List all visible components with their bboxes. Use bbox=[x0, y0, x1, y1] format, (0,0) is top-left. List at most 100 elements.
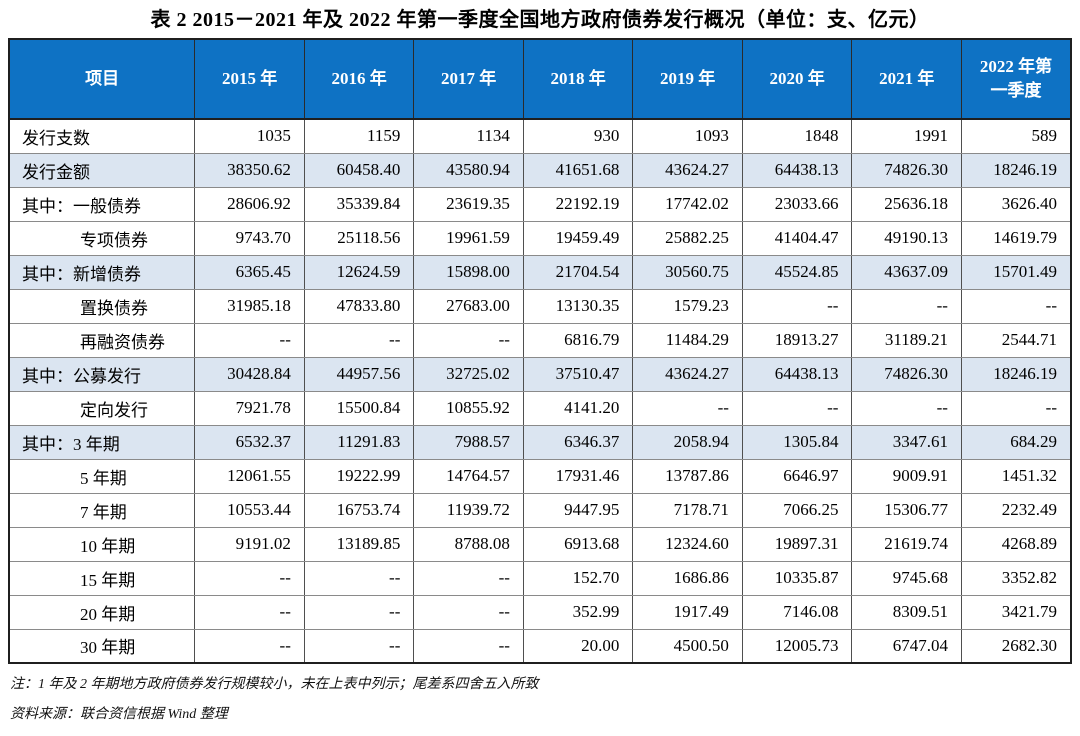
value-cell: 12005.73 bbox=[741, 628, 853, 664]
value-cell: 31189.21 bbox=[851, 322, 962, 358]
value-cell: 12324.60 bbox=[632, 526, 743, 562]
value-cell: 22192.19 bbox=[522, 186, 634, 222]
value-cell: 930 bbox=[522, 118, 634, 154]
value-cell: 13787.86 bbox=[632, 458, 743, 494]
table-row: 发行支数 1035 1159 1134 930 1093 1848 1991 589 bbox=[8, 118, 1072, 154]
row-label-cell: 其中：新增债券 bbox=[8, 254, 196, 290]
value-cell: 16753.74 bbox=[303, 492, 415, 528]
header-row: 项目 2015 年 2016 年 2017 年 2018 年 2019 年 2020 年 20… bbox=[8, 39, 1072, 120]
row-label-cell: 10 年期 bbox=[8, 526, 196, 562]
value-cell: 15701.49 bbox=[960, 254, 1072, 290]
table-row: 其中：新增债券 6365.45 12624.59 15898.00 21704.54 30… bbox=[8, 254, 1072, 290]
value-cell: -- bbox=[194, 594, 305, 630]
value-cell: 589 bbox=[960, 118, 1072, 154]
value-cell: 9009.91 bbox=[851, 458, 962, 494]
value-cell: 1134 bbox=[413, 118, 524, 154]
value-cell: -- bbox=[632, 390, 743, 426]
value-cell: 25118.56 bbox=[303, 220, 415, 256]
row-label-cell: 20 年期 bbox=[8, 594, 196, 630]
table-row: 再融资债券 -- -- -- 6816.79 11484.29 18913.27 31189.… bbox=[8, 322, 1072, 358]
value-cell: 15898.00 bbox=[413, 254, 524, 290]
value-cell: 6532.37 bbox=[194, 424, 305, 460]
value-cell: 15306.77 bbox=[851, 492, 962, 528]
value-cell: 1686.86 bbox=[632, 560, 743, 596]
table-header: 项目 2015 年 2016 年 2017 年 2018 年 2019 年 2020 年 20… bbox=[8, 39, 1072, 120]
column-header: 2021 年 bbox=[851, 39, 962, 120]
value-cell: 25636.18 bbox=[851, 186, 962, 222]
value-cell: -- bbox=[303, 594, 415, 630]
value-cell: 4268.89 bbox=[960, 526, 1072, 562]
value-cell: 19459.49 bbox=[522, 220, 634, 256]
value-cell: 10335.87 bbox=[741, 560, 853, 596]
value-cell: 23619.35 bbox=[413, 186, 524, 222]
row-label-cell: 发行支数 bbox=[8, 118, 196, 154]
value-cell: 12061.55 bbox=[194, 458, 305, 494]
value-cell: 13189.85 bbox=[303, 526, 415, 562]
bond-issuance-table: 项目 2015 年 2016 年 2017 年 2018 年 2019 年 2020 年 20… bbox=[8, 38, 1072, 664]
table-row: 发行金额 38350.62 60458.40 43580.94 41651.68 4362… bbox=[8, 152, 1072, 188]
value-cell: 9447.95 bbox=[522, 492, 634, 528]
value-cell: -- bbox=[851, 390, 962, 426]
value-cell: 44957.56 bbox=[303, 356, 415, 392]
value-cell: 17931.46 bbox=[522, 458, 634, 494]
value-cell: 3347.61 bbox=[851, 424, 962, 460]
value-cell: 49190.13 bbox=[851, 220, 962, 256]
row-label-cell: 其中：一般债券 bbox=[8, 186, 196, 222]
value-cell: 3421.79 bbox=[960, 594, 1072, 630]
value-cell: 45524.85 bbox=[741, 254, 853, 290]
row-label-cell: 7 年期 bbox=[8, 492, 196, 528]
value-cell: 6913.68 bbox=[522, 526, 634, 562]
value-cell: 684.29 bbox=[960, 424, 1072, 460]
column-header: 2017 年 bbox=[413, 39, 524, 120]
table-body: 发行支数 1035 1159 1134 930 1093 1848 1991 589 发行金额 38… bbox=[8, 118, 1072, 664]
value-cell: 6346.37 bbox=[522, 424, 634, 460]
column-header: 2019 年 bbox=[632, 39, 743, 120]
value-cell: 7066.25 bbox=[741, 492, 853, 528]
value-cell: 1159 bbox=[303, 118, 415, 154]
column-header: 2018 年 bbox=[522, 39, 634, 120]
column-header: 2016 年 bbox=[303, 39, 415, 120]
value-cell: 14619.79 bbox=[960, 220, 1072, 256]
value-cell: 9191.02 bbox=[194, 526, 305, 562]
value-cell: 64438.13 bbox=[741, 152, 853, 188]
table-note: 注：1 年及 2 年期地方政府债券发行规模较小，未在上表中列示；尾差系四舍五入所… bbox=[10, 677, 539, 692]
value-cell: 4500.50 bbox=[632, 628, 743, 664]
value-cell: 7988.57 bbox=[413, 424, 524, 460]
value-cell: 3352.82 bbox=[960, 560, 1072, 596]
value-cell: 8788.08 bbox=[413, 526, 524, 562]
value-cell: 152.70 bbox=[522, 560, 634, 596]
table-row: 其中：一般债券 28606.92 35339.84 23619.35 22192.19 1… bbox=[8, 186, 1072, 222]
value-cell: 43637.09 bbox=[851, 254, 962, 290]
page-title: 表 2 2015－2021 年及 2022 年第一季度全国地方政府债券发行概况（… bbox=[150, 9, 930, 31]
value-cell: 38350.62 bbox=[194, 152, 305, 188]
value-cell: 7178.71 bbox=[632, 492, 743, 528]
value-cell: 47833.80 bbox=[303, 288, 415, 324]
table-row: 专项债券 9743.70 25118.56 19961.59 19459.49 25882… bbox=[8, 220, 1072, 256]
row-label-cell: 15 年期 bbox=[8, 560, 196, 596]
value-cell: 2682.30 bbox=[960, 628, 1072, 664]
value-cell: 20.00 bbox=[522, 628, 634, 664]
value-cell: 15500.84 bbox=[303, 390, 415, 426]
value-cell: 6365.45 bbox=[194, 254, 305, 290]
value-cell: -- bbox=[413, 628, 524, 664]
value-cell: 43624.27 bbox=[632, 152, 743, 188]
value-cell: 1305.84 bbox=[741, 424, 853, 460]
value-cell: 21704.54 bbox=[522, 254, 634, 290]
value-cell: 2544.71 bbox=[960, 322, 1072, 358]
value-cell: 25882.25 bbox=[632, 220, 743, 256]
value-cell: 19961.59 bbox=[413, 220, 524, 256]
value-cell: 60458.40 bbox=[303, 152, 415, 188]
row-label-cell: 定向发行 bbox=[8, 390, 196, 426]
value-cell: 1917.49 bbox=[632, 594, 743, 630]
value-cell: 74826.30 bbox=[851, 356, 962, 392]
value-cell: 6646.97 bbox=[741, 458, 853, 494]
value-cell: -- bbox=[851, 288, 962, 324]
value-cell: -- bbox=[741, 288, 853, 324]
column-header: 2020 年 bbox=[741, 39, 853, 120]
data-source-note: 资料来源：联合资信根据 Wind 整理 bbox=[10, 707, 228, 722]
column-header-item: 项目 bbox=[8, 39, 196, 120]
value-cell: 23033.66 bbox=[741, 186, 853, 222]
value-cell: 2232.49 bbox=[960, 492, 1072, 528]
value-cell: 64438.13 bbox=[741, 356, 853, 392]
